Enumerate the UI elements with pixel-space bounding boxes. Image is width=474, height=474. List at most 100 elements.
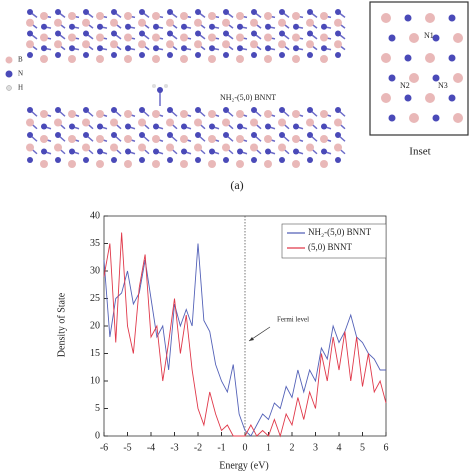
b-atom: [124, 160, 132, 168]
n-atom: [223, 52, 229, 58]
legend-h: H: [18, 84, 23, 92]
n-atom: [195, 9, 201, 15]
n-atom: [97, 45, 103, 52]
b-atom: [278, 118, 286, 127]
n-atom: [195, 107, 201, 113]
n-atom: [251, 30, 257, 37]
b-atom: [110, 143, 118, 152]
n-atom: [181, 45, 187, 52]
b-atom: [320, 33, 328, 42]
b-atom: [124, 12, 132, 20]
b-atom: [180, 12, 188, 20]
b-atom: [40, 110, 48, 118]
n-atom: [388, 34, 396, 42]
n-atom: [335, 107, 341, 113]
b-atom: [138, 118, 146, 127]
b-atom: [264, 160, 272, 168]
b-atom: [222, 118, 230, 127]
b-atom: [68, 110, 76, 118]
n-atom: [335, 9, 341, 15]
b-atom: [180, 160, 188, 168]
n-atom: [448, 14, 456, 22]
b-atom: [124, 135, 132, 143]
n-atom: [307, 30, 313, 37]
b-atom: [54, 118, 62, 127]
b-atom: [26, 143, 34, 152]
n-atom: [167, 30, 173, 37]
x-tick-label: 5: [360, 442, 365, 453]
n-atom: [265, 123, 271, 130]
n-atom: [55, 9, 61, 15]
b-atom: [453, 113, 463, 123]
n-atom: [279, 9, 285, 15]
b-atom: [208, 160, 216, 168]
n-atom: [293, 23, 299, 30]
b-atom: [381, 13, 391, 23]
n-atom: [41, 23, 47, 30]
arrow-head: [249, 337, 254, 341]
b-atom: [110, 118, 118, 127]
inset-atom-label: N3: [438, 81, 448, 90]
y-tick-label: 20: [90, 320, 100, 331]
n-atom: [83, 9, 89, 15]
n-atom: [279, 30, 285, 37]
n-atom: [27, 132, 33, 138]
n-atom: [195, 132, 201, 138]
n-atom: [83, 157, 89, 163]
b-atom: [152, 160, 160, 168]
b-atom: [381, 53, 391, 63]
y-tick-label: 0: [95, 430, 100, 441]
n-atom: [153, 123, 159, 130]
n-atom: [69, 148, 75, 155]
b-atom: [180, 55, 188, 63]
b-atom: [236, 12, 244, 20]
n-atom: [55, 30, 61, 37]
x-tick-label: -2: [194, 442, 202, 453]
x-tick-label: -3: [170, 442, 178, 453]
b-atom: [278, 143, 286, 152]
b-atom: [250, 18, 258, 27]
b-atom: [208, 110, 216, 118]
n-atom: [251, 132, 257, 138]
n-atom: [432, 114, 440, 122]
n-atom: [83, 52, 89, 58]
n-atom: [27, 9, 33, 15]
b-atom: [152, 135, 160, 143]
n-atom: [125, 123, 131, 130]
b-atom: [306, 18, 314, 27]
b-atom: [166, 40, 174, 49]
x-tick-label: 6: [384, 442, 389, 453]
b-atom: [425, 13, 435, 23]
x-tick-label: 1: [266, 442, 271, 453]
n-atom: [448, 94, 456, 102]
n-atom: [223, 30, 229, 37]
n-atom: [69, 123, 75, 130]
n-atom: [139, 9, 145, 15]
legend-label: NH₂-(5,0) BNNT: [308, 227, 372, 237]
annotation: Fermi level: [277, 316, 309, 324]
n-atom: [125, 23, 131, 30]
n-atom: [321, 45, 327, 52]
x-tick-label: 4: [337, 442, 342, 453]
y-axis-label: Density of State: [56, 292, 67, 357]
b-atom: [292, 135, 300, 143]
legend-label: (5,0) BNNT: [308, 242, 352, 252]
n-atom: [55, 107, 61, 113]
n-atom: [55, 52, 61, 58]
b-atom: [138, 143, 146, 152]
n-atom: [265, 148, 271, 155]
b-atom: [40, 55, 48, 63]
b-atom: [236, 55, 244, 63]
legend-b-dot: [5, 56, 13, 64]
n-atom: [279, 107, 285, 113]
h-atom: [152, 84, 156, 88]
legend-n-dot: [5, 70, 13, 78]
b-atom: [124, 55, 132, 63]
b-atom: [306, 143, 314, 152]
n-atom: [307, 132, 313, 138]
n-atom: [27, 30, 33, 37]
n-atom: [209, 45, 215, 52]
panel-label: (a): [230, 178, 243, 192]
b-atom: [110, 18, 118, 27]
